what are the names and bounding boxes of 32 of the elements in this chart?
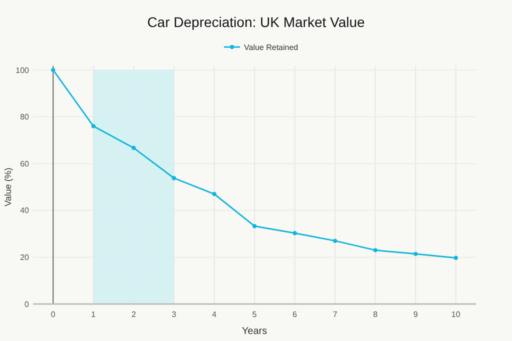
y-axis-title: Value (%) — [3, 168, 13, 206]
point — [91, 124, 96, 128]
point — [172, 176, 176, 180]
chart-title: Car Depreciation: UK Market Value — [147, 14, 366, 30]
x-tick-label: 9 — [413, 310, 418, 319]
x-tick-label: 8 — [373, 310, 378, 319]
x-tick-label: 5 — [252, 310, 258, 319]
point — [292, 230, 297, 236]
point — [252, 224, 257, 228]
x-tick-label: 0 — [50, 310, 56, 319]
point — [332, 238, 338, 243]
x-tick-label: 7 — [332, 310, 338, 319]
legend-label: Value Retained — [244, 42, 298, 52]
y-tick-label: 100 — [16, 66, 30, 75]
x-tick-label: 10 — [451, 310, 461, 319]
point — [212, 192, 216, 196]
x-tick-label: 2 — [131, 310, 136, 319]
x-tick-label: 6 — [292, 310, 298, 319]
point — [132, 146, 136, 150]
point — [413, 252, 418, 256]
point — [454, 256, 458, 260]
x-tick-label: 4 — [212, 310, 217, 319]
x-tick-label: 1 — [91, 310, 96, 319]
point — [51, 68, 56, 72]
y-tick-label: 80 — [20, 112, 30, 122]
x-tick-label: 3 — [172, 310, 177, 319]
y-tick-label: 20 — [20, 253, 30, 262]
y-tick-label: 60 — [20, 159, 30, 168]
point — [373, 248, 378, 252]
x-axis-title: Years — [242, 326, 268, 337]
y-tick-label: 40 — [20, 206, 30, 216]
y-tick-label: 0 — [24, 300, 30, 309]
